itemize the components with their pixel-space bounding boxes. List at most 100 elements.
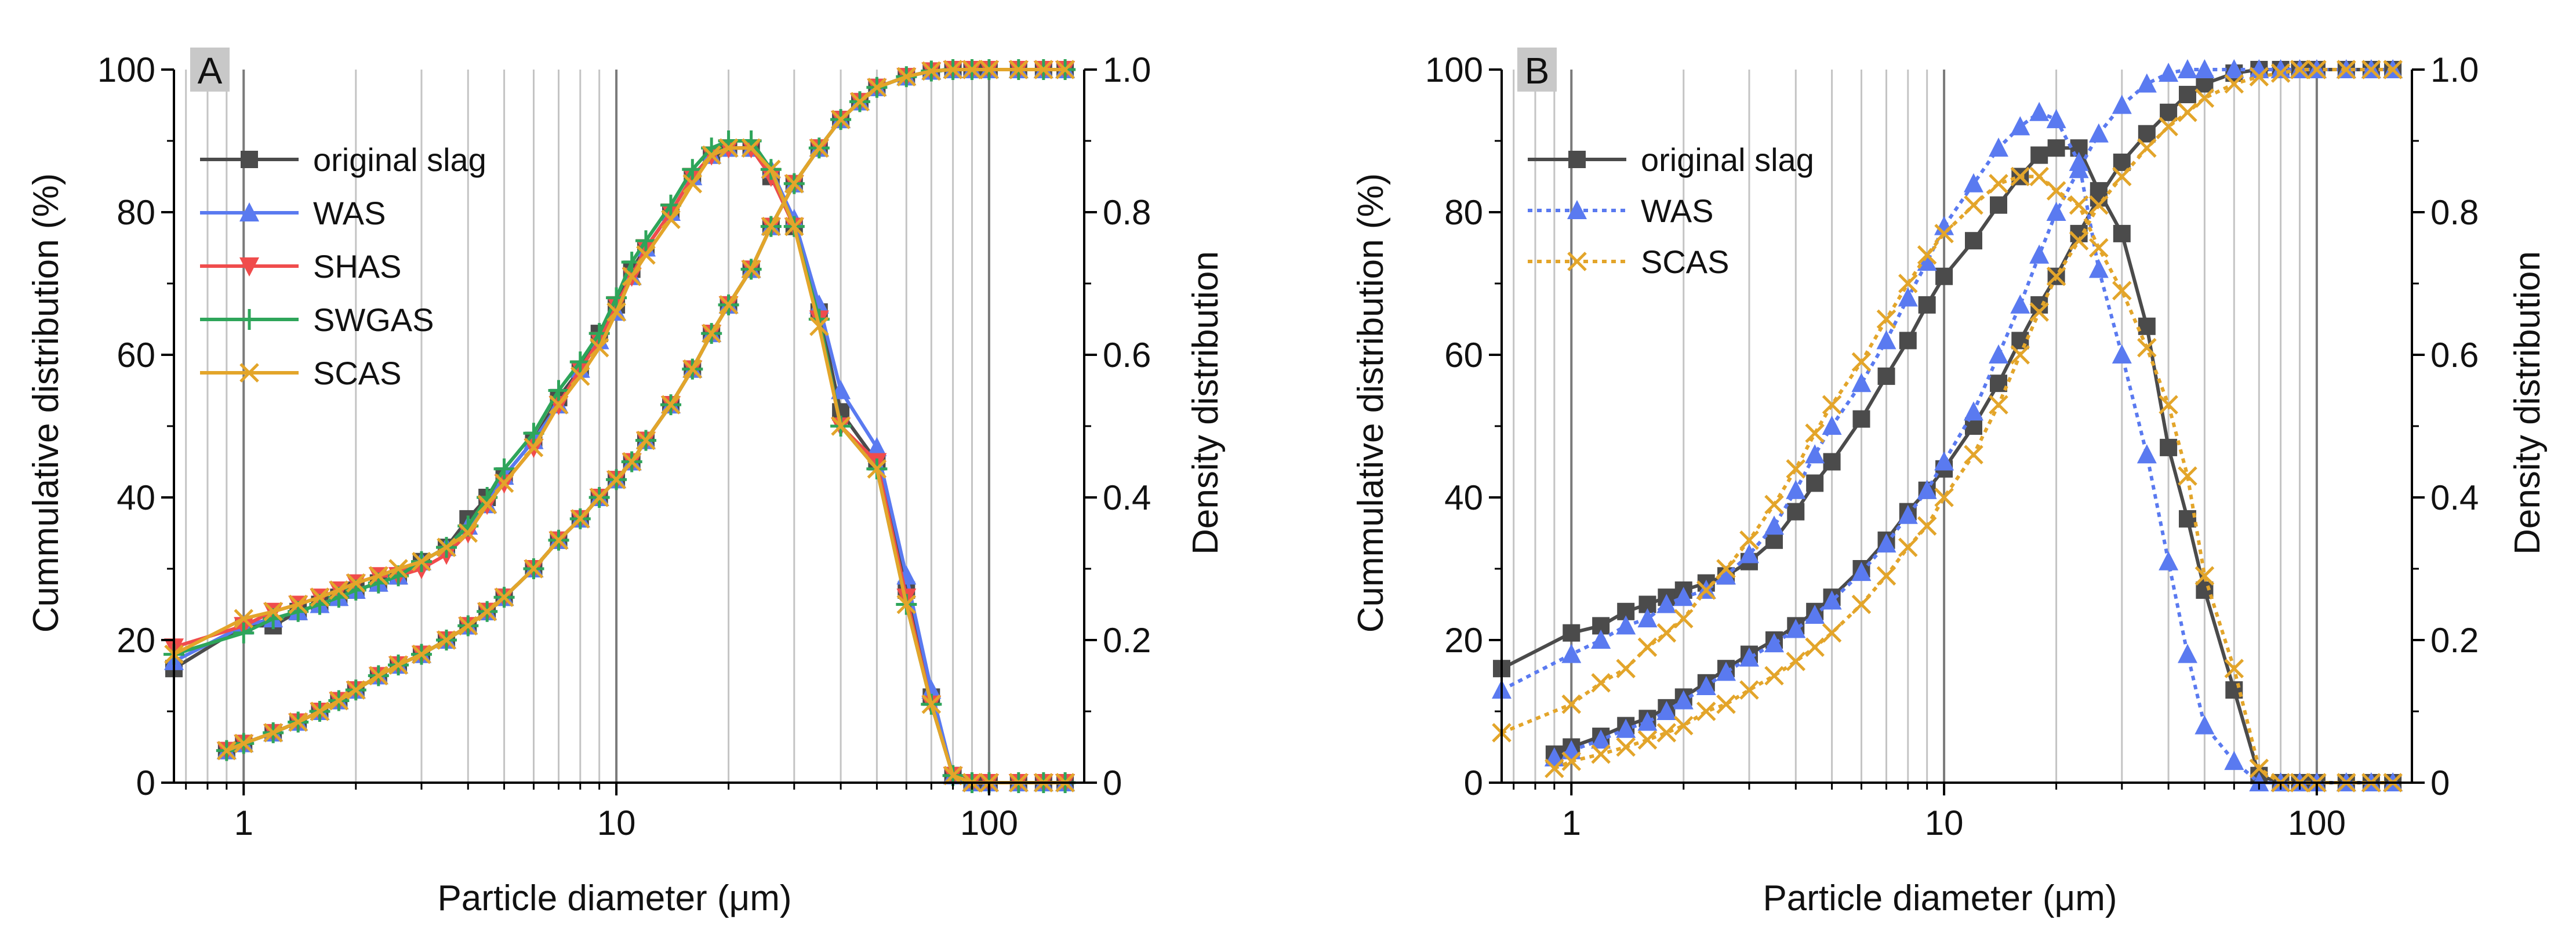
panel-b-series-2-density-point bbox=[1637, 637, 1658, 657]
panel-b-series-2-density-point bbox=[2224, 659, 2244, 678]
panel-b-series-0-cumulative-point bbox=[2138, 125, 2156, 143]
panel-a-series-4-density-point bbox=[809, 317, 829, 336]
panel-b-series-2-cumulative-point bbox=[1822, 623, 1842, 643]
panel-a-series-1-density-point bbox=[921, 679, 942, 699]
panel-b-series-1-density-point bbox=[1764, 515, 1785, 535]
panel-b-series-2-density-point bbox=[1805, 423, 1825, 444]
panel-b-series-2-cumulative-point bbox=[1898, 537, 1918, 557]
y-left-tick-label: 40 bbox=[1444, 478, 1483, 517]
panel-a-series-4-cumulative-point bbox=[288, 712, 308, 732]
panel-b-series-2-cumulative-point bbox=[1739, 680, 1759, 700]
y-right-tick-label: 0.2 bbox=[1103, 621, 1151, 660]
panel-b-series-1-density-point bbox=[2029, 101, 2050, 121]
panel-a-y-axis-left-title: Cummulative distribution (%) bbox=[26, 173, 66, 633]
panel-b-series-0-density-point bbox=[2160, 438, 2178, 456]
panel-b-series-1-cumulative-point bbox=[2224, 59, 2244, 78]
panel-b-legend-swatch-marker bbox=[1567, 200, 1587, 219]
panel-b-series-1-density-point bbox=[1917, 252, 1937, 271]
panel-a-series-3-density-point bbox=[635, 230, 656, 252]
panel-b-series-1-cumulative-point bbox=[1851, 562, 1872, 581]
panel-a-series-3-density-point bbox=[682, 159, 703, 180]
panel-b-series-1-density-point bbox=[2010, 116, 2030, 136]
panel-b-series-1-density-point bbox=[2046, 109, 2066, 129]
panel-a-legend-swatch-marker bbox=[241, 151, 258, 168]
panel-b-series-2-density-point bbox=[1822, 395, 1842, 415]
panel-b-series-2-density-point bbox=[1851, 352, 1872, 372]
panel-b-tag: B bbox=[1525, 50, 1550, 92]
panel-b-x-axis-title: Particle diameter (μm) bbox=[1763, 878, 2117, 918]
panel-b-series-1-cumulative-point bbox=[2029, 244, 2050, 264]
panel-b-series-2-cumulative-point bbox=[2224, 74, 2244, 94]
panel-b-series-2-density-point bbox=[1656, 623, 1677, 643]
panel-b-series-2-density-point bbox=[2029, 166, 2049, 187]
panel-b-series-0-density-point bbox=[1823, 453, 1841, 471]
panel-b-legend-swatch-marker bbox=[1568, 151, 1586, 168]
panel-b-legend-label: SCAS bbox=[1641, 243, 1730, 280]
panel-b-series-2-cumulative-point bbox=[2194, 88, 2215, 108]
panel-b-series-0-density-point bbox=[2030, 146, 2048, 164]
panel-b-series-2-density-point bbox=[1616, 659, 1636, 678]
panel-b-series-1-cumulative-point bbox=[1822, 590, 1842, 610]
y-right-tick-label: 1.0 bbox=[1103, 50, 1151, 89]
panel-a-series-4-cumulative-point bbox=[346, 680, 366, 700]
panel-b-series-1-density-point bbox=[1656, 594, 1677, 613]
panel-a-series-4-cumulative-point bbox=[962, 60, 982, 79]
panel-a-series-4-density-point bbox=[548, 395, 569, 415]
panel-b-series-1-density-point bbox=[1673, 587, 1694, 606]
panel-b-series-2-cumulative-point bbox=[1545, 758, 1564, 779]
panel-a-legend-label: SWGAS bbox=[313, 301, 434, 338]
panel-b-legend: original slag WAS SCAS bbox=[1528, 141, 1814, 280]
panel-b-series-2-cumulative-point bbox=[2046, 266, 2066, 286]
panel-b-tag-background bbox=[1517, 48, 1557, 92]
x-tick-label: 10 bbox=[597, 804, 636, 842]
panel-a-series-4-cumulative-point bbox=[741, 259, 761, 279]
panel-b-series-1-cumulative-point bbox=[1739, 647, 1759, 667]
panel-b: 0 20 40 60 80 100 0 0.2 0.4 0.6 0.8 1.0 1 10 100 origi… bbox=[1351, 48, 2548, 918]
panel-b-series-2-density-point bbox=[1696, 580, 1716, 600]
panel-b-series-2-cumulative-point bbox=[2010, 345, 2030, 365]
panel-b-series-1-cumulative-point bbox=[2270, 59, 2291, 78]
panel-b-series-1-cumulative-point bbox=[1963, 401, 1983, 421]
panel-a-series-4-density-point bbox=[524, 438, 544, 457]
panel-b-series-2-cumulative-point bbox=[1616, 737, 1636, 757]
panel-b-series-1-density-point bbox=[1989, 137, 2009, 157]
panel-b-series-1-cumulative-point bbox=[2112, 94, 2132, 114]
panel-b-series-1-cumulative-point bbox=[1898, 504, 1918, 524]
panel-a-legend: original slag WAS SHAS SWGAS SCAS bbox=[200, 141, 486, 391]
panel-b-series-1-cumulative-point bbox=[1616, 718, 1636, 738]
panel-a-series-4-cumulative-point bbox=[494, 587, 514, 607]
panel-b-series-2-cumulative-point bbox=[1805, 637, 1825, 657]
panel-a-series-4-density-point bbox=[896, 594, 917, 615]
panel-b-series-1-density-point bbox=[2137, 444, 2157, 464]
panel-b-series-2-cumulative-point bbox=[1591, 744, 1611, 764]
panel-b-series-2-density-point bbox=[2159, 395, 2178, 415]
panel-a-series-4-cumulative-point bbox=[1009, 60, 1029, 79]
y-left-tick-label: 80 bbox=[1444, 193, 1483, 232]
panel-a-x-axis-title: Particle diameter (μm) bbox=[437, 878, 791, 918]
panel-b-series-1-cumulative-point bbox=[2159, 63, 2179, 82]
panel-a-series-4-cumulative-point bbox=[571, 509, 590, 529]
panel-b-series-1-density-point bbox=[2069, 151, 2089, 171]
panel-a-series-3-density-point bbox=[493, 458, 515, 479]
panel-b-series-2-density-point bbox=[1876, 309, 1896, 329]
panel-b-series-2-cumulative-point bbox=[2089, 195, 2109, 215]
panel-b-series-1-cumulative-point bbox=[1656, 701, 1677, 720]
panel-b-series-2-cumulative-point bbox=[2361, 60, 2381, 79]
panel-b-series-0-density-point bbox=[2047, 139, 2065, 157]
panel-a-series-4-density-point bbox=[682, 174, 703, 194]
panel-a-series-4-density-point bbox=[718, 138, 739, 158]
panel-b-series-1-cumulative-point bbox=[1805, 604, 1825, 624]
panel-b-series-2-cumulative-point bbox=[2137, 138, 2157, 158]
panel-b-series-2-density-point bbox=[1917, 245, 1937, 265]
y-left-tick-label: 0 bbox=[1464, 764, 1483, 802]
panel-a-tag: A bbox=[198, 50, 223, 92]
panel-b-series-0-density-point bbox=[1877, 367, 1895, 385]
panel-b-series-1-cumulative-point bbox=[2194, 59, 2215, 78]
panel-a-plot-area bbox=[164, 59, 1076, 793]
panel-b-series-0-density-point bbox=[2090, 182, 2108, 200]
panel-b-series-2-density-point bbox=[1561, 694, 1582, 714]
panel-a-series-1-density-point bbox=[867, 437, 887, 456]
panel-b-series-0-density-point bbox=[1787, 503, 1805, 521]
panel-b-series-1-cumulative-point bbox=[1917, 479, 1937, 499]
panel-b-series-2-cumulative-point bbox=[2307, 60, 2327, 79]
